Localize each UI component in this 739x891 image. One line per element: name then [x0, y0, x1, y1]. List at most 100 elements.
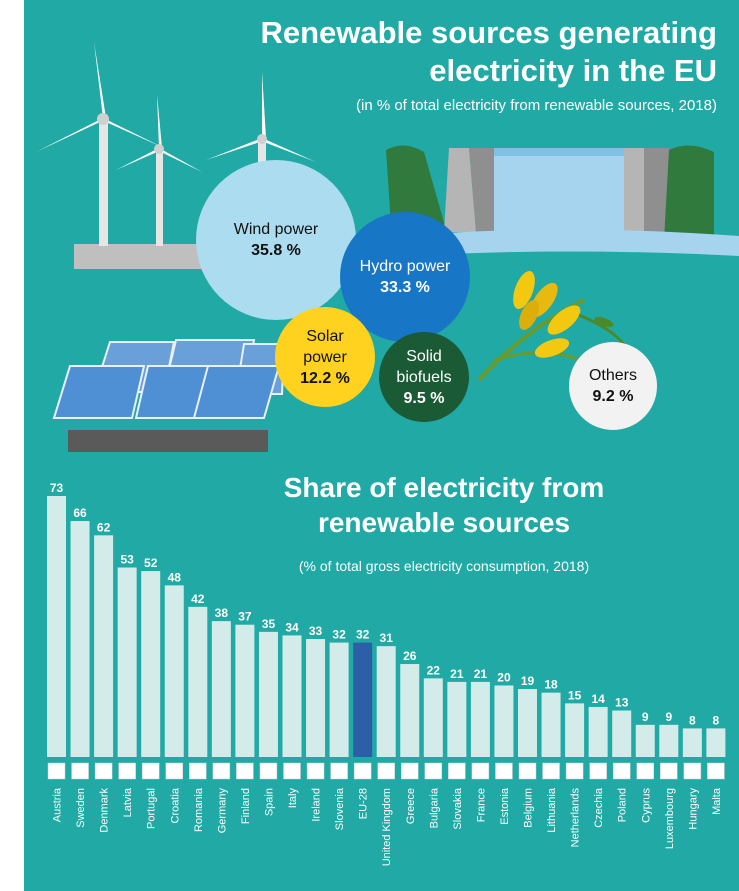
- bar-poland: [612, 710, 632, 757]
- bar-spain: [258, 631, 278, 757]
- category-label-slovakia: Slovakia: [452, 787, 464, 829]
- bar-value-eu-28: 32: [356, 628, 370, 642]
- category-label-greece: Greece: [405, 788, 417, 824]
- bar-value-france: 21: [474, 667, 488, 681]
- flag-malta: [707, 762, 725, 780]
- category-label-czechia: Czechia: [593, 787, 605, 828]
- bar-belgium: [518, 689, 537, 757]
- flag-sweden: [71, 762, 89, 780]
- bar-czechia: [588, 706, 608, 757]
- bar-estonia: [494, 685, 514, 757]
- infographic-title: Renewable sources generating electricity…: [157, 14, 717, 90]
- bar-value-luxembourg: 9: [665, 710, 672, 724]
- flag-lithuania: [542, 762, 560, 780]
- bar-hungary: [682, 728, 702, 757]
- bar-value-romania: 42: [191, 592, 205, 606]
- flag-greece: [401, 762, 419, 780]
- flag-romania: [189, 762, 207, 780]
- solid-biofuels-bubble: Solid biofuels 9.5 %: [379, 332, 469, 422]
- bar-finland: [235, 624, 255, 757]
- bar-chart-title: Share of electricity from renewable sour…: [224, 470, 664, 540]
- bar-value-denmark: 62: [97, 520, 111, 534]
- flag-ireland: [306, 762, 325, 780]
- category-label-portugal: Portugal: [146, 788, 158, 829]
- bar-united-kingdom: [376, 646, 396, 757]
- wind-turbines-illustration: [36, 42, 316, 269]
- bar-value-italy: 34: [285, 620, 299, 634]
- hydro-power-bubble: Hydro power 33.3 %: [340, 212, 470, 342]
- category-label-lithuania: Lithuania: [546, 787, 558, 833]
- bar-italy: [282, 635, 302, 757]
- flag-belgium: [518, 762, 537, 780]
- others-bubble: Others 9.2 %: [569, 342, 657, 430]
- flag-croatia: [165, 762, 183, 780]
- illustration-layer: [36, 42, 739, 452]
- bar-value-portugal: 52: [144, 556, 158, 570]
- bar-value-hungary: 8: [689, 713, 696, 727]
- category-label-malta: Malta: [711, 787, 723, 815]
- bar-sweden: [70, 521, 90, 757]
- infographic-subtitle: (in % of total electricity from renewabl…: [356, 97, 717, 114]
- bar-value-malta: 8: [713, 713, 720, 727]
- category-label-eu-28: EU-28: [358, 788, 370, 819]
- hydro-power-value: 33.3 %: [380, 279, 430, 296]
- bar-value-netherlands: 15: [568, 688, 582, 702]
- flag-czechia: [589, 762, 607, 780]
- solar-panels-illustration: [52, 339, 286, 452]
- bar-title-line-1: Share of electricity from: [283, 472, 605, 503]
- wind-power-label: Wind power: [233, 221, 319, 238]
- bar-france: [470, 681, 490, 757]
- bar-value-estonia: 20: [497, 670, 511, 684]
- category-label-netherlands: Netherlands: [570, 788, 582, 848]
- flag-eu-28: [353, 762, 372, 780]
- bar-slovenia: [329, 642, 349, 757]
- category-label-germany: Germany: [216, 788, 228, 834]
- flag-germany: [212, 762, 231, 780]
- flag-austria: [47, 762, 66, 780]
- bar-eu-28: [353, 642, 373, 757]
- title-line-1: Renewable sources generating: [260, 15, 717, 50]
- bar-latvia: [117, 567, 137, 757]
- flag-slovakia: [448, 762, 466, 780]
- title-line-2: electricity in the EU: [429, 53, 717, 88]
- category-label-poland: Poland: [617, 788, 629, 822]
- bar-value-belgium: 19: [521, 674, 535, 688]
- category-label-spain: Spain: [263, 788, 275, 816]
- category-label-slovenia: Slovenia: [334, 787, 346, 830]
- solar-power-label-1: Solar: [306, 327, 344, 345]
- flag-bulgaria: [424, 762, 443, 780]
- solid-biofuels-value: 9.5 %: [403, 389, 445, 407]
- bar-value-united-kingdom: 31: [380, 631, 394, 645]
- flag-hungary: [683, 762, 702, 780]
- category-label-bulgaria: Bulgaria: [428, 787, 440, 828]
- solar-power-bubble: Solar power 12.2 %: [275, 307, 375, 407]
- bar-value-cyprus: 9: [642, 710, 649, 724]
- category-label-france: France: [475, 788, 487, 822]
- flag-france: [471, 762, 490, 780]
- solar-power-label-2: power: [303, 348, 347, 366]
- bar-ireland: [306, 639, 326, 757]
- bar-netherlands: [565, 703, 585, 757]
- wind-power-value: 35.8 %: [251, 242, 301, 259]
- bar-luxembourg: [659, 724, 679, 757]
- category-label-sweden: Sweden: [75, 788, 87, 828]
- flag-spain: [259, 762, 278, 780]
- others-value: 9.2 %: [592, 388, 634, 405]
- others-label: Others: [588, 367, 637, 384]
- flag-netherlands: [565, 762, 584, 780]
- bar-bulgaria: [423, 678, 443, 757]
- solid-biofuels-label-2: biofuels: [396, 368, 452, 386]
- category-label-austria: Austria: [52, 787, 64, 822]
- bar-value-latvia: 53: [120, 553, 134, 567]
- solar-power-value: 12.2 %: [300, 369, 350, 387]
- category-label-hungary: Hungary: [687, 788, 699, 830]
- bar-chart-subtitle: (% of total gross electricity consumptio…: [298, 558, 590, 574]
- solid-biofuels-label-1: Solid: [406, 347, 442, 365]
- flag-slovenia: [330, 762, 348, 780]
- flag-luxembourg: [660, 762, 678, 780]
- bar-denmark: [94, 535, 114, 757]
- bar-germany: [211, 621, 231, 757]
- bar-value-sweden: 66: [73, 506, 87, 520]
- infographic: Renewable sources generating electricity…: [24, 0, 739, 891]
- bar-value-slovakia: 21: [450, 667, 464, 681]
